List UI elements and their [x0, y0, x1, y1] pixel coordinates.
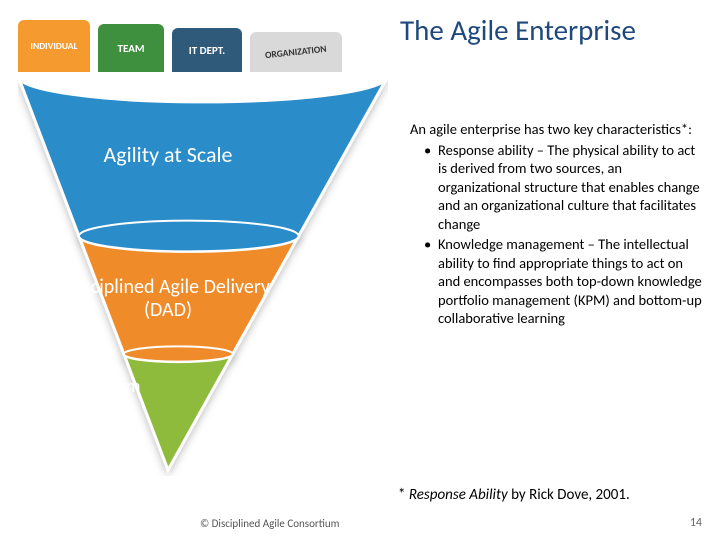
- scope-tab: IT DEPT.: [172, 28, 242, 74]
- page-title: The Agile Enterprise: [400, 12, 636, 48]
- agile-cone-diagram: INDIVIDUALTEAMIT DEPT.ORGANIZATION Agili…: [18, 20, 388, 470]
- intro-text: An agile enterprise has two key characte…: [410, 120, 705, 139]
- page-number: 14: [690, 516, 702, 530]
- cone-layer-label: Agile/ Scrum: [34, 376, 154, 397]
- body-text: An agile enterprise has two key characte…: [410, 120, 705, 330]
- cone-layer-label: Disciplined Agile Delivery (DAD): [58, 276, 278, 322]
- bullet-item: Knowledge management – The intellectual …: [424, 235, 705, 328]
- cone-layer-label: Agility at Scale: [58, 142, 278, 167]
- scope-tab: ORGANIZATION: [250, 32, 342, 74]
- footnote: * Response Ability by Rick Dove, 2001.: [398, 486, 630, 504]
- slide: The Agile Enterprise INDIVIDUALTEAMIT DE…: [0, 0, 720, 540]
- copyright: © Disciplined Agile Consortium: [200, 517, 339, 530]
- footnote-suffix: by Rick Dove, 2001.: [508, 486, 630, 504]
- bullet-item: Response ability – The physical ability …: [424, 141, 705, 234]
- scope-tabs: INDIVIDUALTEAMIT DEPT.ORGANIZATION: [18, 20, 388, 74]
- bullet-list: Response ability – The physical ability …: [410, 141, 705, 328]
- footnote-prefix: *: [398, 486, 409, 504]
- scope-tab: TEAM: [98, 24, 164, 74]
- scope-tab: INDIVIDUAL: [18, 20, 90, 74]
- footnote-book: Response Ability: [409, 486, 508, 504]
